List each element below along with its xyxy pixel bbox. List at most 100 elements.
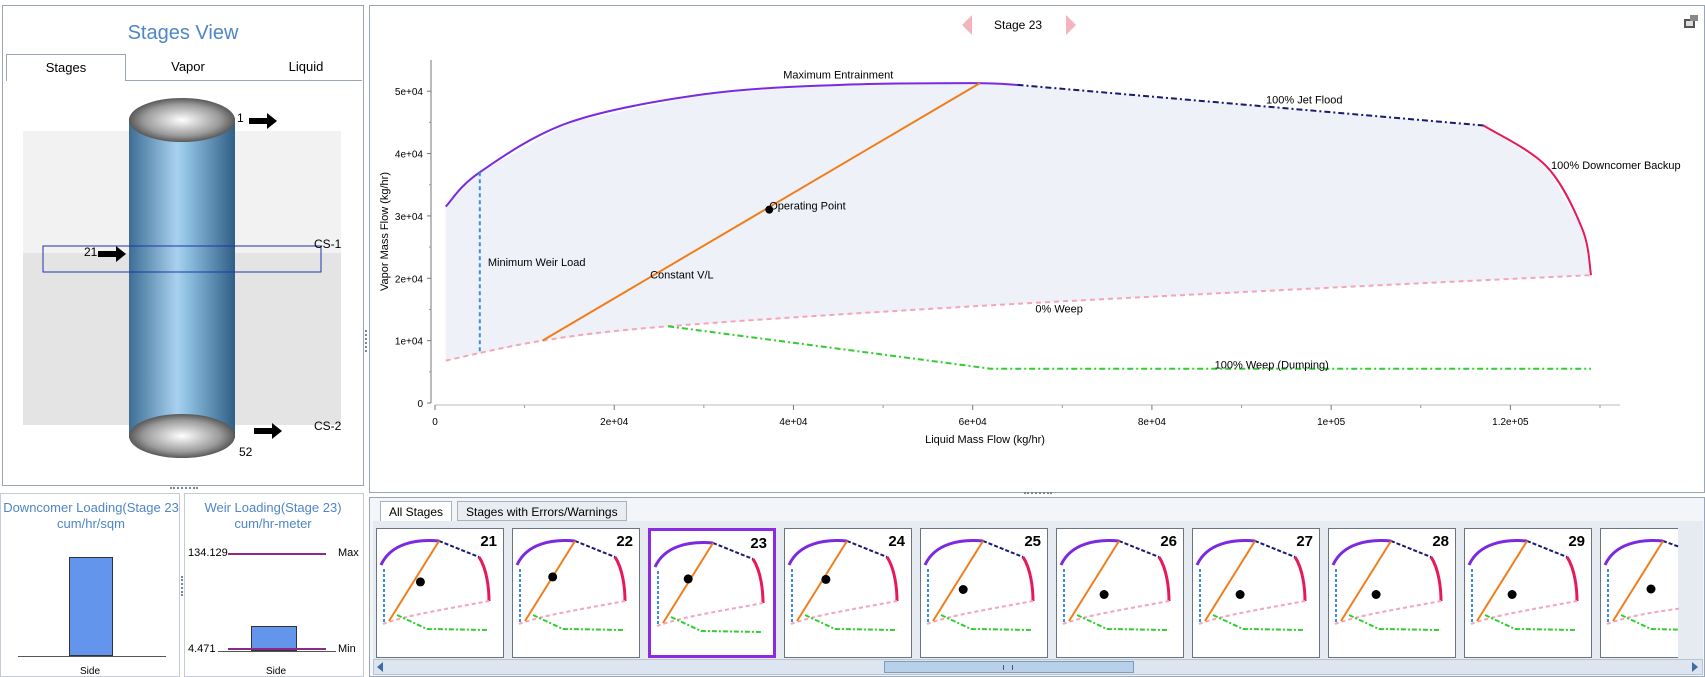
thumb-jet-flood [1254,540,1296,558]
y-tick-label: 3e+04 [395,212,424,223]
selected-stage-box[interactable] [42,245,322,273]
x-tick-label: 6e+04 [959,417,988,428]
weir-units: cum/hr-meter [234,516,312,531]
vertical-splitter-left[interactable] [181,576,185,596]
thumb-downcomer-backup [1565,556,1579,602]
stage-thumbnail-plot [1331,539,1443,631]
thumb-operating-point [958,585,968,594]
stage-thumbnail-plot [1195,539,1307,631]
tab-vapor[interactable]: Vapor [171,59,205,74]
column-top-cap [129,98,235,142]
thumb-operating-point [1099,590,1109,599]
tab-stages[interactable]: Stages [6,54,126,81]
thumb-jet-flood [712,542,754,560]
arrow-mid-icon [98,246,126,262]
scroll-thumb[interactable] [884,661,1134,673]
tab-all-stages[interactable]: All Stages [380,501,453,523]
thumb-dumping [532,614,626,631]
thumb-max-entrainment [923,539,984,566]
thumb-max-entrainment [515,539,576,566]
bottom-splitter[interactable] [1024,492,1052,497]
thumb-dumping [1212,614,1306,631]
weir-max-value: 134.129 [188,547,228,559]
series-100-jet-flood [1017,83,1484,127]
downcomer-title: Downcomer Loading(Stage 23 [3,500,179,515]
stage-thumbnail[interactable]: 27 [1192,528,1320,658]
thumb-constant-vl [1340,540,1392,622]
operating-point-marker [765,205,774,214]
stages-tabs: Stages Vapor Liquid [6,54,362,81]
stage-thumbnail[interactable]: 29 [1464,528,1592,658]
next-stage-button[interactable] [1064,13,1078,37]
thumbnail-scrollbar[interactable] [373,659,1703,675]
weir-min-label: Min [338,643,356,655]
thumb-dumping [1076,614,1170,631]
stage-thumbnail[interactable]: 21 [376,528,504,658]
stage-thumbnail-number: 26 [1160,533,1177,550]
y-tick-label: 5e+04 [395,87,424,98]
y-axis-label: Vapor Mass Flow (kg/hr) [379,172,391,291]
thumb-downcomer-backup [477,556,491,602]
thumb-max-entrainment [1059,539,1120,566]
thumb-dumping [940,614,1034,631]
weir-xlabel: Side [266,666,287,677]
x-tick-label: 8e+04 [1138,417,1167,428]
horizontal-splitter[interactable] [170,487,198,492]
thumb-zero-weep [1062,600,1170,625]
thumb-zero-weep [656,602,764,627]
prev-stage-button[interactable] [960,13,974,37]
stage-thumbnail-plot [923,539,1035,631]
column-body[interactable] [129,118,235,438]
stage-thumbnail[interactable]: 25 [920,528,1048,658]
x-tick-label: 1e+05 [1317,417,1346,428]
x-axis-label: Liquid Mass Flow (kg/hr) [925,434,1045,446]
annotation-100-jet-flood: 100% Jet Flood [1266,95,1342,107]
thumb-operating-point [1235,590,1245,599]
stage-thumbnail-plot [1603,539,1679,631]
stage-thumbnail-number: 22 [616,533,633,550]
vertical-splitter-main[interactable] [365,330,369,352]
downcomer-bar [69,557,113,656]
series-maximum-entrainment [445,82,1018,208]
thumb-zero-weep [1470,600,1578,625]
thumb-zero-weep [518,600,626,625]
stage-thumbnail-number: 27 [1296,533,1313,550]
arrow-top-icon [249,113,277,129]
scroll-right-button[interactable] [1692,662,1698,672]
thumb-operating-point [1371,590,1381,599]
series-0-weep [445,274,1592,362]
thumb-constant-vl [524,540,576,622]
thumb-dumping [1348,614,1442,631]
section-label-cs2: CS-2 [314,419,342,433]
weir-baseline [218,651,336,652]
thumb-operating-point [683,574,693,584]
stream-label-bottom: 52 [239,445,253,459]
stage-thumbnail[interactable]: 24 [784,528,912,658]
thumb-max-entrainment [1195,539,1256,566]
annotation-constant-v-l: Constant V/L [650,269,714,281]
weir-min-line [228,648,326,650]
thumb-zero-weep [926,600,1034,625]
stage-thumbnail[interactable]: 23 [648,528,776,658]
weir-min-value: 4.471 [188,643,216,655]
series-100-weep-dumping [667,325,1591,370]
stage-thumbnail[interactable]: 26 [1056,528,1184,658]
thumb-max-entrainment [653,541,714,568]
column-diagram [23,98,341,458]
thumb-constant-vl [932,540,984,622]
stage-thumbnail[interactable]: 22 [512,528,640,658]
tab-liquid[interactable]: Liquid [288,59,324,74]
thumb-zero-weep [1198,600,1306,625]
thumb-operating-point [548,572,558,582]
annotation-maximum-entrainment: Maximum Entrainment [783,70,893,82]
section-label-cs1: CS-1 [314,237,342,251]
stage-thumbnail[interactable]: 28 [1328,528,1456,658]
tab-stages-with-errors[interactable]: Stages with Errors/Warnings [457,501,627,521]
scroll-left-button[interactable] [377,662,383,672]
export-icon[interactable] [1682,14,1700,30]
thumb-downcomer-backup [1157,556,1171,602]
thumb-jet-flood [846,540,888,558]
x-tick-label: 2e+04 [600,417,629,428]
thumb-downcomer-backup [1293,556,1307,602]
stage-thumbnail-partial[interactable] [1600,528,1679,658]
